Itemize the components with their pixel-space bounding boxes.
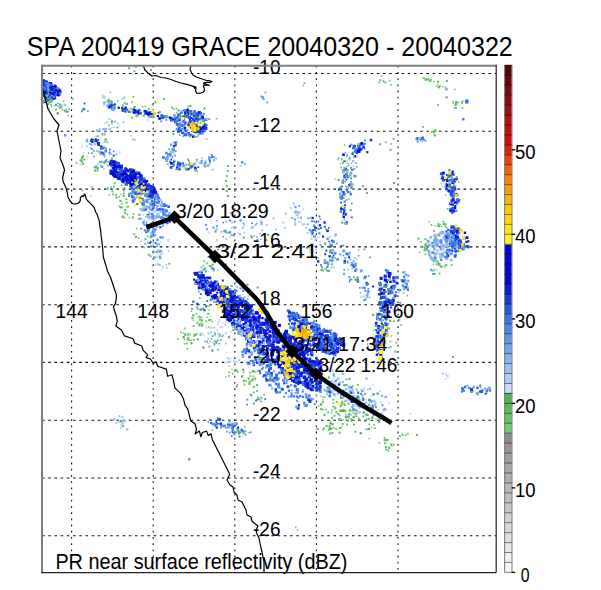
svg-text:-12: -12: [253, 114, 281, 136]
svg-text:3/21 17:34: 3/21 17:34: [294, 333, 388, 355]
svg-text:156: 156: [300, 300, 332, 322]
svg-text:148: 148: [137, 300, 169, 322]
svg-text:20: 20: [515, 395, 536, 417]
svg-text:-24: -24: [253, 460, 281, 482]
svg-text:PR near surface reflectivity (: PR near surface reflectivity (dBZ): [55, 549, 347, 574]
svg-text:-14: -14: [253, 171, 281, 193]
svg-text:144: 144: [56, 300, 88, 322]
svg-text:3/20 18:29: 3/20 18:29: [176, 200, 269, 222]
svg-text:10: 10: [515, 479, 536, 501]
svg-text:-22: -22: [253, 403, 281, 425]
svg-text:0: 0: [521, 564, 530, 586]
svg-text:-18: -18: [253, 287, 281, 309]
svg-text:40: 40: [515, 225, 536, 247]
svg-text:160: 160: [382, 300, 414, 322]
svg-text:3/21 2:41: 3/21 2:41: [216, 240, 318, 262]
svg-text:152: 152: [219, 300, 251, 322]
svg-text:50: 50: [515, 141, 536, 163]
svg-text:-26: -26: [253, 518, 281, 540]
svg-text:30: 30: [515, 310, 536, 332]
svg-text:3/22 1:46: 3/22 1:46: [318, 354, 397, 376]
svg-text:-20: -20: [253, 345, 281, 367]
